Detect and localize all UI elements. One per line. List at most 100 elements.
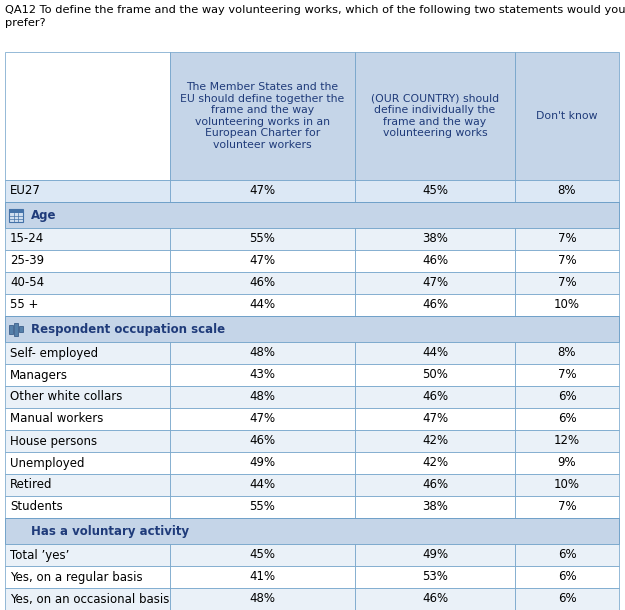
Text: 47%: 47% (422, 412, 448, 426)
Bar (9, 209, 23, 221)
Bar (170, 496, 355, 518)
Text: 8%: 8% (558, 184, 576, 198)
Bar (170, 386, 355, 408)
Text: 48%: 48% (249, 390, 276, 403)
Bar (515, 408, 619, 430)
Bar (355, 544, 515, 566)
Text: 55 +: 55 + (10, 298, 38, 312)
Text: 44%: 44% (422, 346, 448, 359)
Bar (515, 474, 619, 496)
Text: 42%: 42% (422, 434, 448, 448)
Bar (515, 180, 619, 202)
Text: 10%: 10% (554, 298, 580, 312)
Bar (5, 452, 170, 474)
Bar (355, 452, 515, 474)
Text: 46%: 46% (422, 592, 448, 606)
Bar (515, 342, 619, 364)
Text: EU27: EU27 (10, 184, 41, 198)
Bar (5, 364, 170, 386)
Bar (9, 209, 23, 212)
Text: 47%: 47% (249, 412, 276, 426)
Text: 6%: 6% (558, 548, 576, 561)
Bar (170, 430, 355, 452)
Bar (14, 323, 18, 336)
Text: Managers: Managers (10, 368, 68, 381)
Text: 50%: 50% (422, 368, 448, 381)
Text: QA12 To define the frame and the way volunteering works, which of the following : QA12 To define the frame and the way vol… (5, 5, 625, 15)
Bar (170, 566, 355, 588)
Text: Yes, on a regular basis: Yes, on a regular basis (10, 570, 142, 584)
Bar (5, 272, 170, 294)
Bar (355, 272, 515, 294)
Bar (515, 588, 619, 610)
Text: 49%: 49% (249, 456, 276, 470)
Text: 38%: 38% (422, 500, 448, 514)
Bar (5, 386, 170, 408)
Bar (5, 342, 170, 364)
Bar (355, 430, 515, 452)
Text: 10%: 10% (554, 478, 580, 492)
Bar (170, 342, 355, 364)
Bar (355, 588, 515, 610)
Text: 55%: 55% (249, 500, 276, 514)
Bar (5, 202, 619, 228)
Bar (5, 430, 170, 452)
Text: Has a voluntary activity: Has a voluntary activity (31, 525, 189, 537)
Bar (5, 52, 170, 180)
Bar (355, 342, 515, 364)
Text: Unemployed: Unemployed (10, 456, 84, 470)
Bar (355, 496, 515, 518)
Bar (355, 364, 515, 386)
Bar (355, 566, 515, 588)
Text: 25-39: 25-39 (10, 254, 44, 268)
Bar (5, 250, 170, 272)
Bar (5, 474, 170, 496)
Bar (5, 316, 619, 342)
Text: Age: Age (31, 209, 56, 221)
Bar (515, 452, 619, 474)
Bar (170, 294, 355, 316)
Bar (355, 52, 515, 180)
Bar (170, 228, 355, 250)
Bar (5, 518, 619, 544)
Text: 44%: 44% (249, 298, 276, 312)
Bar (355, 180, 515, 202)
Bar (355, 250, 515, 272)
Bar (5, 202, 619, 228)
Bar (515, 544, 619, 566)
Text: 46%: 46% (422, 478, 448, 492)
Bar (355, 408, 515, 430)
Bar (9, 325, 13, 334)
Bar (355, 294, 515, 316)
Text: 12%: 12% (554, 434, 580, 448)
Text: 7%: 7% (558, 368, 576, 381)
Text: 40-54: 40-54 (10, 276, 44, 290)
Text: 7%: 7% (558, 254, 576, 268)
Text: 45%: 45% (249, 548, 276, 561)
Bar (355, 474, 515, 496)
Text: 7%: 7% (558, 500, 576, 514)
Text: The Member States and the
EU should define together the
frame and the way
volunt: The Member States and the EU should defi… (181, 82, 344, 150)
Text: 45%: 45% (422, 184, 448, 198)
Text: Self- employed: Self- employed (10, 346, 98, 359)
Text: 9%: 9% (558, 456, 576, 470)
Text: 7%: 7% (558, 232, 576, 245)
Text: 7%: 7% (558, 276, 576, 290)
Text: Other white collars: Other white collars (10, 390, 122, 403)
Text: Yes, on an occasional basis: Yes, on an occasional basis (10, 592, 169, 606)
Text: 42%: 42% (422, 456, 448, 470)
Text: 46%: 46% (422, 254, 448, 268)
Bar (5, 408, 170, 430)
Text: 15-24: 15-24 (10, 232, 44, 245)
Text: 47%: 47% (249, 184, 276, 198)
Text: 6%: 6% (558, 412, 576, 426)
Bar (170, 250, 355, 272)
Bar (170, 52, 355, 180)
Text: 38%: 38% (422, 232, 448, 245)
Bar (515, 364, 619, 386)
Bar (170, 180, 355, 202)
Bar (355, 228, 515, 250)
Text: Total ’yes’: Total ’yes’ (10, 548, 69, 561)
Bar (5, 588, 170, 610)
Text: 6%: 6% (558, 570, 576, 584)
